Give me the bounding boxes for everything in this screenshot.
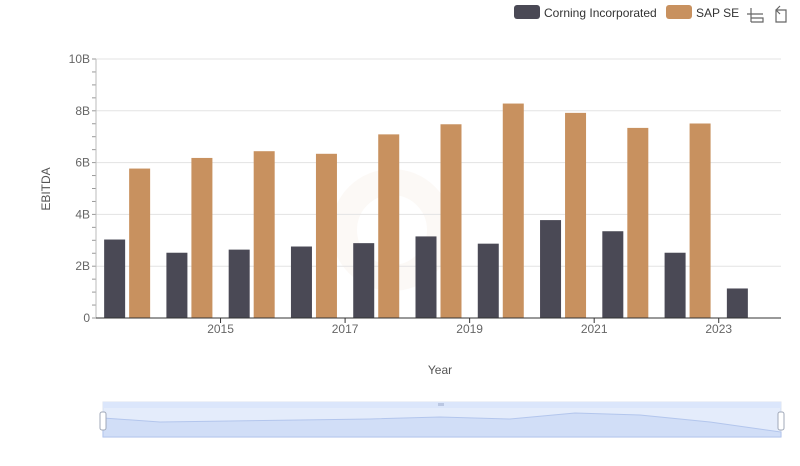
y-axis: 0 2B 4B 6B 8B 10B [69,52,97,325]
x-tick-label: 2019 [456,322,483,336]
bar-corning-2019 [415,236,437,318]
x-tick-label: 2021 [581,322,608,336]
legend-swatch-sap [666,5,692,19]
data-zoom-slider[interactable] [99,401,785,438]
bar-corning-2024 [726,288,748,318]
bar-sap-2021 [565,112,587,318]
x-axis-title: Year [428,363,452,377]
bar-corning-2020 [477,243,499,318]
bar-corning-2022 [602,231,624,318]
bar-corning-2016 [228,249,250,318]
y-tick-label: 8B [75,104,90,118]
x-tick-label: 2023 [705,322,732,336]
bar-corning-2015 [166,252,188,318]
y-tick-label: 10B [69,52,90,66]
y-tick-label: 6B [75,156,90,170]
bar-sap-2014 [129,168,151,318]
bar-sap-2018 [378,134,400,318]
bar-corning-2018 [353,243,375,318]
data-zoom-handle-left[interactable] [99,411,107,431]
bar-sap-2023 [689,123,711,318]
data-zoom-handle-right[interactable] [777,411,785,431]
zoom-reset-icon[interactable] [775,5,787,23]
bar-sap-2016 [253,151,275,318]
bar-corning-2023 [664,252,686,318]
y-tick-label: 2B [75,259,90,273]
legend-swatch-corning [514,5,540,19]
bar-corning-2014 [104,239,126,318]
x-tick-label: 2017 [332,322,359,336]
bars [104,103,748,318]
bar-sap-2022 [627,127,649,318]
data-zoom-preview [102,412,782,438]
zoom-icon[interactable] [747,8,764,23]
bar-sap-2017 [315,153,337,318]
bar-sap-2020 [502,103,524,318]
y-tick-label: 0 [83,311,90,325]
y-tick-label: 4B [75,207,90,221]
bar-sap-2015 [191,157,213,318]
x-tick-label: 2015 [207,322,234,336]
data-zoom-top-bar[interactable] [103,402,781,408]
legend-item-corning[interactable]: Corning Incorporated [514,5,657,20]
legend-item-sap[interactable]: SAP SE [666,5,739,20]
bar-corning-2017 [290,246,312,318]
bar-corning-2021 [540,220,562,318]
y-axis-title: EBITDA [39,167,53,210]
legend-label-corning: Corning Incorporated [544,6,657,20]
legend-label-sap: SAP SE [696,6,739,20]
legend: Corning Incorporated SAP SE [514,5,739,20]
data-zoom-grip-icon[interactable] [438,403,444,406]
x-axis: 2015 2017 2019 2021 2023 [96,317,781,336]
bar-sap-2019 [440,124,462,318]
